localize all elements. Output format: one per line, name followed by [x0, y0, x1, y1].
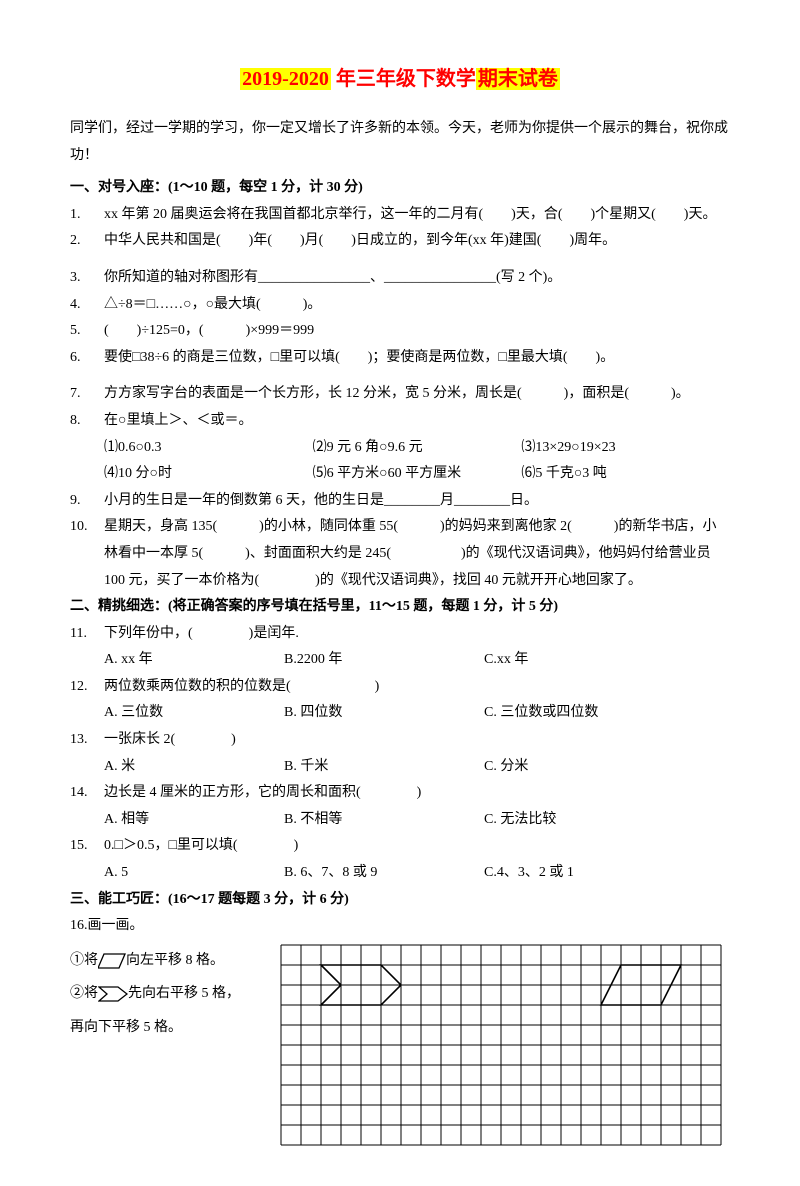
parallelogram-icon — [98, 953, 126, 969]
question-4: 4. △÷8＝□……○，○最大填( )。 — [70, 292, 730, 319]
q10-num: 10. — [70, 514, 104, 594]
q13-c: C. 分米 — [484, 754, 730, 781]
grid-diagram — [280, 944, 722, 1146]
question-14: 14. 边长是 4 厘米的正方形，它的周长和面积( ) — [70, 780, 730, 807]
q13-options: A. 米 B. 千米 C. 分米 — [70, 754, 730, 781]
q8-text: 在○里填上＞、＜或＝。 — [104, 408, 730, 435]
q14-b: B. 不相等 — [284, 807, 484, 834]
q3-text: 你所知道的轴对称图形有________________、____________… — [104, 265, 730, 292]
q6-num: 6. — [70, 345, 104, 372]
question-13: 13. 一张床长 2( ) — [70, 727, 730, 754]
q15-b: B. 6、7、8 或 9 — [284, 860, 484, 887]
page-title: 2019-2020 年三年级下数学期末试卷 — [70, 60, 730, 98]
q12-b: B. 四位数 — [284, 700, 484, 727]
q13-b: B. 千米 — [284, 754, 484, 781]
q2-text: 中华人民共和国是( )年( )月( )日成立的，到今年(xx 年)建国( )周年… — [104, 228, 730, 255]
q15-num: 15. — [70, 833, 104, 860]
q11-c: C.xx 年 — [484, 647, 730, 674]
question-3: 3. 你所知道的轴对称图形有________________、_________… — [70, 265, 730, 292]
q16-head: 16.画一画。 — [70, 913, 730, 940]
q16-l2b: 先向右平移 5 格， — [128, 986, 240, 1001]
q13-num: 13. — [70, 727, 104, 754]
q12-options: A. 三位数 B. 四位数 C. 三位数或四位数 — [70, 700, 730, 727]
q8-row1: ⑴0.6○0.3 ⑵9 元 6 角○9.6 元 ⑶13×29○19×23 — [70, 435, 730, 462]
q13-a: A. 米 — [104, 754, 284, 781]
q15-text: 0.□＞0.5，□里可以填( ) — [104, 833, 730, 860]
q8-5: ⑸6 平方米○60 平方厘米 — [313, 461, 522, 488]
q8-3: ⑶13×29○19×23 — [521, 435, 730, 462]
q7-text: 方方家写字台的表面是一个长方形，长 12 分米，宽 5 分米，周长是( )，面积… — [104, 381, 730, 408]
q16-line1: ①将 向左平移 8 格。 — [70, 944, 270, 978]
q16-line2: ②将 先向右平移 5 格， — [70, 977, 270, 1011]
q15-c: C.4、3、2 或 1 — [484, 860, 730, 887]
q16-grid — [280, 944, 730, 1146]
q12-text: 两位数乘两位数的积的位数是( ) — [104, 674, 730, 701]
q16-l2a: ②将 — [70, 986, 98, 1001]
q10-text: 星期天，身高 135( )的小林，随同体重 55( )的妈妈来到离他家 2( )… — [104, 514, 730, 594]
q11-options: A. xx 年 B.2200 年 C.xx 年 — [70, 647, 730, 674]
q14-c: C. 无法比较 — [484, 807, 730, 834]
title-suffix: 期末试卷 — [476, 68, 560, 90]
q3-num: 3. — [70, 265, 104, 292]
q1-num: 1. — [70, 202, 104, 229]
q8-row2: ⑷10 分○时 ⑸6 平方米○60 平方厘米 ⑹5 千克○3 吨 — [70, 461, 730, 488]
q16-line3: 再向下平移 5 格。 — [70, 1011, 270, 1045]
q14-text: 边长是 4 厘米的正方形，它的周长和面积( ) — [104, 780, 730, 807]
spacer — [70, 371, 730, 381]
question-12: 12. 两位数乘两位数的积的位数是( ) — [70, 674, 730, 701]
q15-a: A. 5 — [104, 860, 284, 887]
q9-text: 小月的生日是一年的倒数第 6 天，他的生日是________月________日… — [104, 488, 730, 515]
question-7: 7. 方方家写字台的表面是一个长方形，长 12 分米，宽 5 分米，周长是( )… — [70, 381, 730, 408]
q11-text: 下列年份中，( )是闰年. — [104, 621, 730, 648]
q16-left: ①将 向左平移 8 格。 ②将 先向右平移 5 格， 再向下平移 5 格。 — [70, 944, 270, 1146]
q8-6: ⑹5 千克○3 吨 — [521, 461, 730, 488]
q2-num: 2. — [70, 228, 104, 255]
q16-l1a: ①将 — [70, 953, 98, 968]
q7-num: 7. — [70, 381, 104, 408]
q4-num: 4. — [70, 292, 104, 319]
spacer — [70, 255, 730, 265]
q14-num: 14. — [70, 780, 104, 807]
arrow-shape-icon — [98, 986, 128, 1002]
q15-options: A. 5 B. 6、7、8 或 9 C.4、3、2 或 1 — [70, 860, 730, 887]
q14-options: A. 相等 B. 不相等 C. 无法比较 — [70, 807, 730, 834]
exam-page: 2019-2020 年三年级下数学期末试卷 同学们，经过一学期的学习，你一定又增… — [0, 0, 800, 1186]
title-year: 2019-2020 — [240, 68, 331, 90]
q12-a: A. 三位数 — [104, 700, 284, 727]
q11-num: 11. — [70, 621, 104, 648]
q12-c: C. 三位数或四位数 — [484, 700, 730, 727]
q1-text: xx 年第 20 届奥运会将在我国首都北京举行，这一年的二月有( )天，合( )… — [104, 202, 730, 229]
q5-num: 5. — [70, 318, 104, 345]
question-8: 8. 在○里填上＞、＜或＝。 — [70, 408, 730, 435]
question-15: 15. 0.□＞0.5，□里可以填( ) — [70, 833, 730, 860]
q16-row: ①将 向左平移 8 格。 ②将 先向右平移 5 格， 再向下平移 5 格。 — [70, 944, 730, 1146]
q6-text: 要使□38÷6 的商是三位数，□里可以填( )；要使商是两位数，□里最大填( )… — [104, 345, 730, 372]
q16-l1b: 向左平移 8 格。 — [126, 953, 224, 968]
question-10: 10. 星期天，身高 135( )的小林，随同体重 55( )的妈妈来到离他家 … — [70, 514, 730, 594]
q8-4: ⑷10 分○时 — [104, 461, 313, 488]
section-3-head: 三、能工巧匠：(16～17 题每题 3 分，计 6 分) — [70, 887, 730, 914]
q5-text: ( )÷125=0，( )×999＝999 — [104, 318, 730, 345]
q14-a: A. 相等 — [104, 807, 284, 834]
q12-num: 12. — [70, 674, 104, 701]
q8-2: ⑵9 元 6 角○9.6 元 — [313, 435, 522, 462]
question-5: 5. ( )÷125=0，( )×999＝999 — [70, 318, 730, 345]
q11-b: B.2200 年 — [284, 647, 484, 674]
q8-1: ⑴0.6○0.3 — [104, 435, 313, 462]
q13-text: 一张床长 2( ) — [104, 727, 730, 754]
question-6: 6. 要使□38÷6 的商是三位数，□里可以填( )；要使商是两位数，□里最大填… — [70, 345, 730, 372]
question-11: 11. 下列年份中，( )是闰年. — [70, 621, 730, 648]
title-mid: 年三年级下数学 — [331, 68, 476, 90]
q9-num: 9. — [70, 488, 104, 515]
intro-text: 同学们，经过一学期的学习，你一定又增长了许多新的本领。今天，老师为你提供一个展示… — [70, 116, 730, 169]
section-2-head: 二、精挑细选：(将正确答案的序号填在括号里，11～15 题，每题 1 分，计 5… — [70, 594, 730, 621]
question-2: 2. 中华人民共和国是( )年( )月( )日成立的，到今年(xx 年)建国( … — [70, 228, 730, 255]
q8-num: 8. — [70, 408, 104, 435]
q11-a: A. xx 年 — [104, 647, 284, 674]
section-1-head: 一、对号入座：(1～10 题，每空 1 分，计 30 分) — [70, 175, 730, 202]
question-1: 1. xx 年第 20 届奥运会将在我国首都北京举行，这一年的二月有( )天，合… — [70, 202, 730, 229]
question-9: 9. 小月的生日是一年的倒数第 6 天，他的生日是________月______… — [70, 488, 730, 515]
q4-text: △÷8＝□……○，○最大填( )。 — [104, 292, 730, 319]
